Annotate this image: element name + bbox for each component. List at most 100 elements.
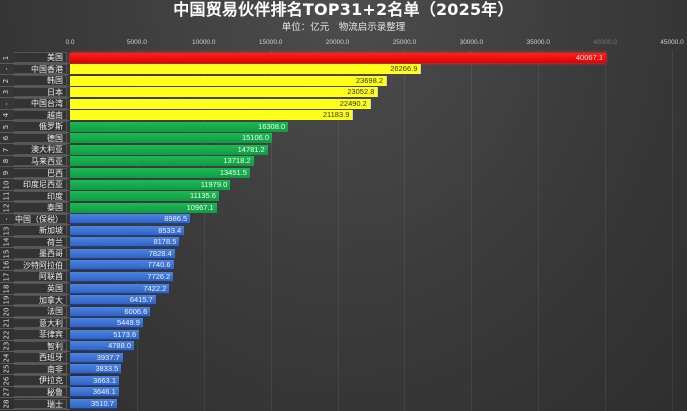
- x-tick-label: 30000.0: [459, 39, 484, 46]
- bar-value-label: 26266.9: [390, 64, 418, 74]
- gridline: [605, 50, 607, 411]
- row-divider: [0, 374, 70, 376]
- country-label: 中国台湾: [14, 98, 67, 109]
- rank-number: 14: [2, 237, 11, 247]
- x-tick-label: 5000.0: [126, 39, 147, 46]
- bar-row: 13 新加坡 8533.4: [0, 225, 687, 237]
- country-label: 日本: [14, 86, 67, 98]
- bar-row: - 中国台湾 22490.2: [0, 98, 687, 110]
- rank-number: 13: [2, 226, 11, 236]
- bar-row: 16 沙特阿拉伯 7740.6: [0, 259, 687, 272]
- bar-row: 1 美国 40067.1: [0, 52, 687, 64]
- bar: 15106.0: [70, 133, 273, 144]
- country-label: 中国（保税）: [14, 213, 67, 225]
- row-divider: [0, 235, 70, 237]
- country-label: 荷兰: [14, 236, 67, 248]
- bar: 7422.2: [70, 283, 170, 294]
- bar-row: 14 荷兰 8178.5: [0, 236, 687, 249]
- bar: 11135.6: [70, 191, 219, 202]
- country-label: 加拿大: [14, 294, 67, 306]
- row-divider: [0, 409, 70, 410]
- bar-row: 25 南非 3833.5: [0, 363, 687, 376]
- bar: 13718.2: [70, 156, 254, 167]
- country-label: 印度: [14, 190, 67, 202]
- x-tick-label: 10000.0: [192, 39, 216, 46]
- rank-number: 1: [2, 55, 11, 60]
- bar: 8986.5: [70, 214, 191, 225]
- rank-number: -: [2, 102, 11, 105]
- row-divider: [0, 270, 70, 272]
- gridline: [404, 50, 406, 411]
- bar-value-label: 3646.1: [92, 387, 116, 397]
- country-label: 阿联酋: [14, 271, 67, 282]
- rank-number: 7: [2, 147, 11, 153]
- bar-value-label: 40067.1: [575, 52, 603, 62]
- rank-number: 2: [2, 78, 11, 83]
- bar-row: 27 秘鲁 3646.1: [0, 386, 687, 399]
- country-label: 墨西哥: [14, 248, 67, 259]
- rank-number: 19: [2, 295, 11, 305]
- bar-value-label: 6415.7: [129, 295, 153, 305]
- rank-number: 5: [2, 124, 11, 130]
- bar-row: 2 韩国 23698.2: [0, 75, 687, 87]
- row-divider: [0, 281, 70, 283]
- rank-number: 9: [2, 170, 11, 176]
- row-divider: [0, 212, 70, 214]
- bar-row: - 中国（保税） 8986.5: [0, 213, 687, 226]
- row-divider: [0, 120, 70, 122]
- bar-row: 6 德国 15106.0: [0, 132, 687, 145]
- bar-row: - 中国香港 26266.9: [0, 63, 687, 76]
- country-label: 秘鲁: [14, 386, 67, 398]
- bar: 26266.9: [70, 64, 422, 75]
- country-label: 南非: [14, 363, 67, 375]
- chart-title: 中国贸易伙伴排名TOP31+2名单（2025年）: [173, 0, 514, 19]
- rank-number: 17: [2, 272, 11, 282]
- row-divider: [0, 178, 70, 179]
- row-divider: [0, 385, 70, 387]
- bar-row: 12 泰国 10967.1: [0, 202, 687, 214]
- rank-number: 18: [2, 284, 11, 293]
- bar-row: 24 西班牙 3937.7: [0, 352, 687, 364]
- bar-row: 18 英国 7422.2: [0, 283, 687, 295]
- bar-row: 7 澳大利亚 14781.2: [0, 144, 687, 156]
- rank-number: 10: [2, 180, 11, 190]
- bar: 3510.7: [70, 399, 117, 409]
- bar-row: 3 日本 23052.8: [0, 86, 687, 99]
- bar: 13451.5: [70, 168, 250, 178]
- row-divider: [0, 224, 70, 226]
- bar: 8533.4: [70, 225, 185, 236]
- row-divider: [0, 143, 70, 145]
- bar: 7828.4: [70, 248, 175, 259]
- bar-row: 5 俄罗斯 16308.0: [0, 121, 687, 133]
- bar-row: 4 越南 21183.9: [0, 109, 687, 122]
- rank-number: 23: [2, 341, 11, 351]
- bar: 22490.2: [70, 98, 371, 109]
- bar-row: 11 印度 11135.6: [0, 190, 687, 203]
- bar-value-label: 21183.9: [322, 110, 350, 120]
- bar-value-label: 23698.2: [355, 75, 384, 85]
- rank-number: 21: [2, 318, 11, 328]
- x-tick-label: 0.0: [65, 39, 75, 46]
- x-tick-label: 20000.0: [325, 39, 350, 46]
- country-label: 西班牙: [14, 352, 67, 363]
- bar-value-label: 7726.2: [147, 271, 171, 281]
- row-divider: [0, 108, 70, 110]
- rank-number: 22: [2, 330, 11, 340]
- rank-number: 11: [2, 191, 11, 201]
- rank-number: -: [2, 217, 11, 221]
- country-label: 印度尼西亚: [14, 179, 67, 190]
- bar: 6415.7: [70, 295, 156, 306]
- bar-value-label: 7828.4: [148, 248, 172, 258]
- country-label: 中国香港: [14, 63, 67, 75]
- bar: 3937.7: [70, 352, 123, 363]
- country-label: 伊拉克: [14, 375, 67, 386]
- bar-row: 17 阿联酋 7726.2: [0, 271, 687, 283]
- row-divider: [0, 97, 70, 99]
- rank-number: 16: [2, 260, 11, 270]
- bar-value-label: 3833.5: [95, 364, 119, 374]
- x-tick-label: 25000.0: [392, 39, 417, 46]
- bar-value-label: 5449.9: [116, 318, 140, 328]
- bar: 7726.2: [70, 271, 174, 282]
- row-divider: [0, 305, 70, 307]
- bar-row: 22 菲律宾 5173.6: [0, 329, 687, 341]
